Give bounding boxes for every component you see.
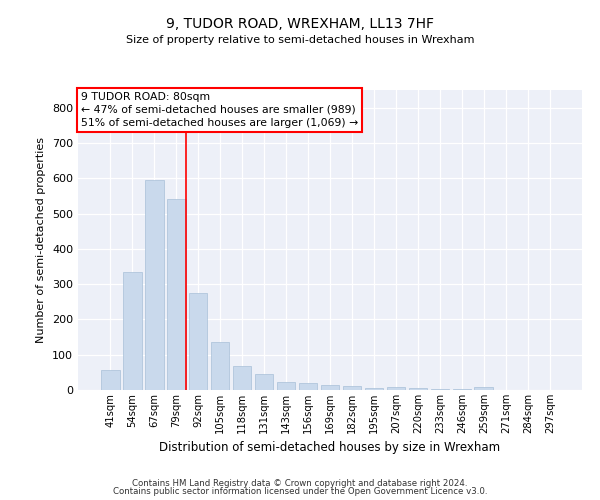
Bar xyxy=(101,370,119,390)
Bar xyxy=(167,200,185,390)
Bar xyxy=(409,388,427,390)
Bar xyxy=(386,387,405,390)
Bar xyxy=(365,388,383,390)
Bar xyxy=(431,388,449,390)
Text: Contains public sector information licensed under the Open Government Licence v3: Contains public sector information licen… xyxy=(113,487,487,496)
X-axis label: Distribution of semi-detached houses by size in Wrexham: Distribution of semi-detached houses by … xyxy=(160,442,500,454)
Bar xyxy=(189,293,208,390)
Bar xyxy=(320,384,340,390)
Bar xyxy=(255,374,274,390)
Y-axis label: Number of semi-detached properties: Number of semi-detached properties xyxy=(37,137,46,343)
Bar xyxy=(475,387,493,390)
Text: Size of property relative to semi-detached houses in Wrexham: Size of property relative to semi-detach… xyxy=(126,35,474,45)
Bar xyxy=(145,180,164,390)
Bar xyxy=(343,386,361,390)
Bar xyxy=(123,272,142,390)
Text: Contains HM Land Registry data © Crown copyright and database right 2024.: Contains HM Land Registry data © Crown c… xyxy=(132,478,468,488)
Bar xyxy=(277,382,295,390)
Bar xyxy=(233,366,251,390)
Bar xyxy=(299,383,317,390)
Text: 9, TUDOR ROAD, WREXHAM, LL13 7HF: 9, TUDOR ROAD, WREXHAM, LL13 7HF xyxy=(166,18,434,32)
Bar xyxy=(211,342,229,390)
Text: 9 TUDOR ROAD: 80sqm
← 47% of semi-detached houses are smaller (989)
51% of semi-: 9 TUDOR ROAD: 80sqm ← 47% of semi-detach… xyxy=(80,92,358,128)
